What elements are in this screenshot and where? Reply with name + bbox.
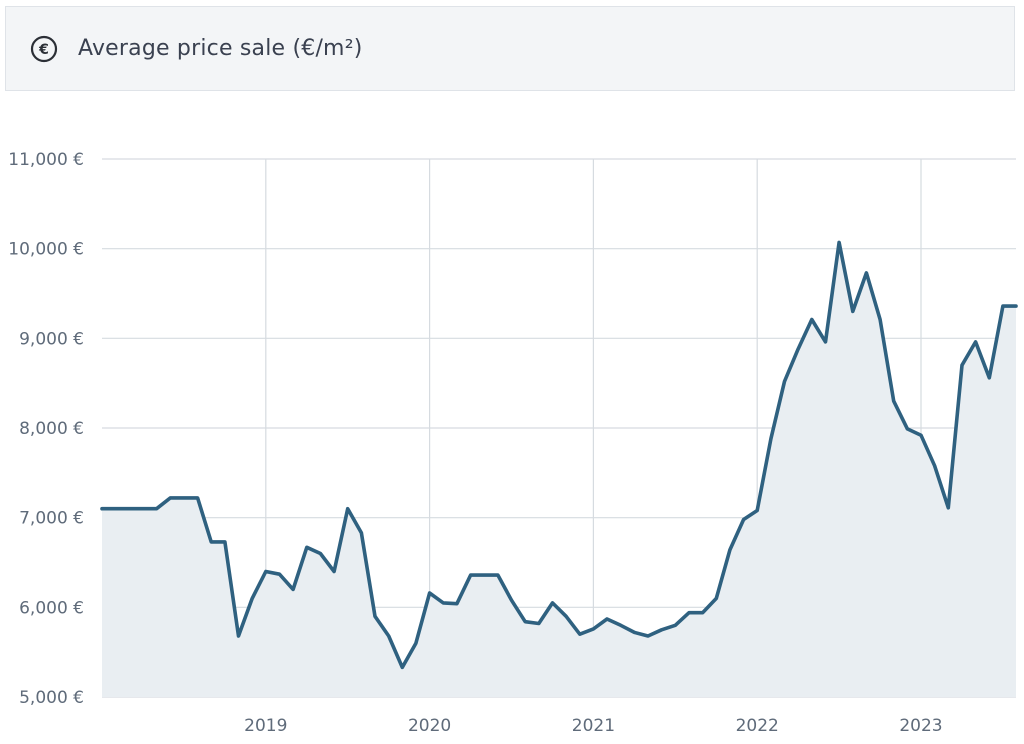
- y-tick-label: 6,000 €: [19, 598, 84, 618]
- x-tick-label: 2021: [572, 716, 615, 736]
- x-axis-labels: 2019 2020 2021 2022 2023: [244, 716, 942, 736]
- chart-header: € Average price sale (€/m²): [5, 6, 1015, 91]
- y-tick-label: 5,000 €: [19, 688, 84, 708]
- y-tick-label: 11,000 €: [8, 150, 84, 170]
- y-tick-label: 8,000 €: [19, 419, 84, 439]
- y-tick-label: 10,000 €: [8, 240, 84, 260]
- x-tick-label: 2022: [736, 716, 779, 736]
- y-tick-label: 9,000 €: [19, 329, 84, 349]
- x-tick-label: 2019: [244, 716, 287, 736]
- chart-title: Average price sale (€/m²): [78, 36, 363, 61]
- y-axis-labels: 5,000 € 6,000 € 7,000 € 8,000 € 9,000 € 10,00…: [8, 150, 84, 708]
- x-tick-label: 2020: [408, 716, 451, 736]
- x-tick-label: 2023: [899, 716, 942, 736]
- euro-circle-icon: €: [30, 35, 58, 63]
- y-tick-label: 7,000 €: [19, 509, 84, 529]
- price-area: [102, 242, 1016, 697]
- price-line: [100, 240, 1018, 670]
- svg-text:€: €: [38, 42, 49, 58]
